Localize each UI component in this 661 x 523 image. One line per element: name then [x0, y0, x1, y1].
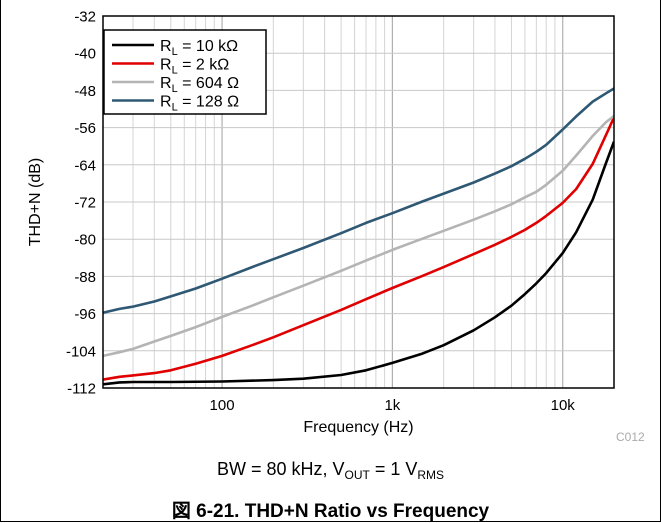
x-tick-label: 10k [551, 397, 576, 414]
y-tick-label: -40 [74, 46, 96, 63]
x-tick-label: 100 [210, 397, 235, 414]
legend-entry-1: RL = 10 kΩ [160, 38, 238, 58]
y-tick-label: -88 [74, 269, 96, 286]
y-tick-label: -104 [66, 343, 96, 360]
legend-text-rest: = 2 kΩ [178, 57, 230, 74]
legend-entry-2: RL = 2 kΩ [160, 57, 229, 77]
source-code-label: C012 [616, 430, 645, 444]
series-line-2 [103, 116, 614, 381]
legend-text-rest: = 128 Ω [178, 94, 239, 111]
series-line-4 [103, 87, 614, 314]
y-tick-label: -32 [74, 9, 96, 26]
caption-prefix: BW = 80 kHz, V [216, 459, 345, 479]
x-tick-label: 1k [384, 397, 400, 414]
legend-text-base: R [160, 38, 172, 55]
legend-text-base: R [160, 75, 172, 92]
legend-entry-4: RL = 128 Ω [160, 94, 239, 114]
legend-text-sub: L [172, 46, 178, 58]
series-line-3 [103, 114, 614, 358]
y-axis-ticks: -32 -40 -48 -56 -64 -72 -80 -88 -96 -104 -112 [66, 9, 96, 398]
y-tick-label: -112 [67, 381, 96, 398]
x-axis-ticks: 100 1k 10k [210, 397, 576, 414]
legend-text-rest: = 10 kΩ [178, 38, 238, 55]
caption-sub-rms: RMS [417, 468, 445, 482]
y-tick-label: -72 [74, 195, 96, 212]
y-tick-label: -80 [74, 232, 96, 249]
legend-text-sub: L [172, 102, 178, 114]
series-lines [103, 87, 614, 386]
plot-area [102, 15, 615, 389]
series-line-1 [103, 141, 614, 386]
legend-text-base: R [160, 57, 172, 74]
y-tick-label: -64 [74, 157, 96, 174]
figure-title: 図 6-21. THD+N Ratio vs Frequency [171, 501, 490, 522]
legend-entry-3: RL = 604 Ω [160, 75, 239, 95]
legend-text-sub: L [172, 83, 178, 95]
legend-text-base: R [160, 94, 172, 111]
caption-middle: = 1 V [369, 459, 418, 479]
y-tick-label: -56 [74, 120, 96, 137]
y-tick-label: -48 [74, 83, 96, 100]
caption-sub-out: OUT [344, 468, 370, 482]
x-axis-label: Frequency (Hz) [303, 419, 413, 436]
y-tick-label: -96 [74, 306, 96, 323]
y-axis-label: THD+N (dB) [27, 158, 44, 246]
legend-text-sub: L [172, 65, 178, 77]
test-conditions-caption: BW = 80 kHz, VOUT = 1 VRMS [0, 459, 661, 482]
legend-text-rest: = 604 Ω [178, 75, 239, 92]
